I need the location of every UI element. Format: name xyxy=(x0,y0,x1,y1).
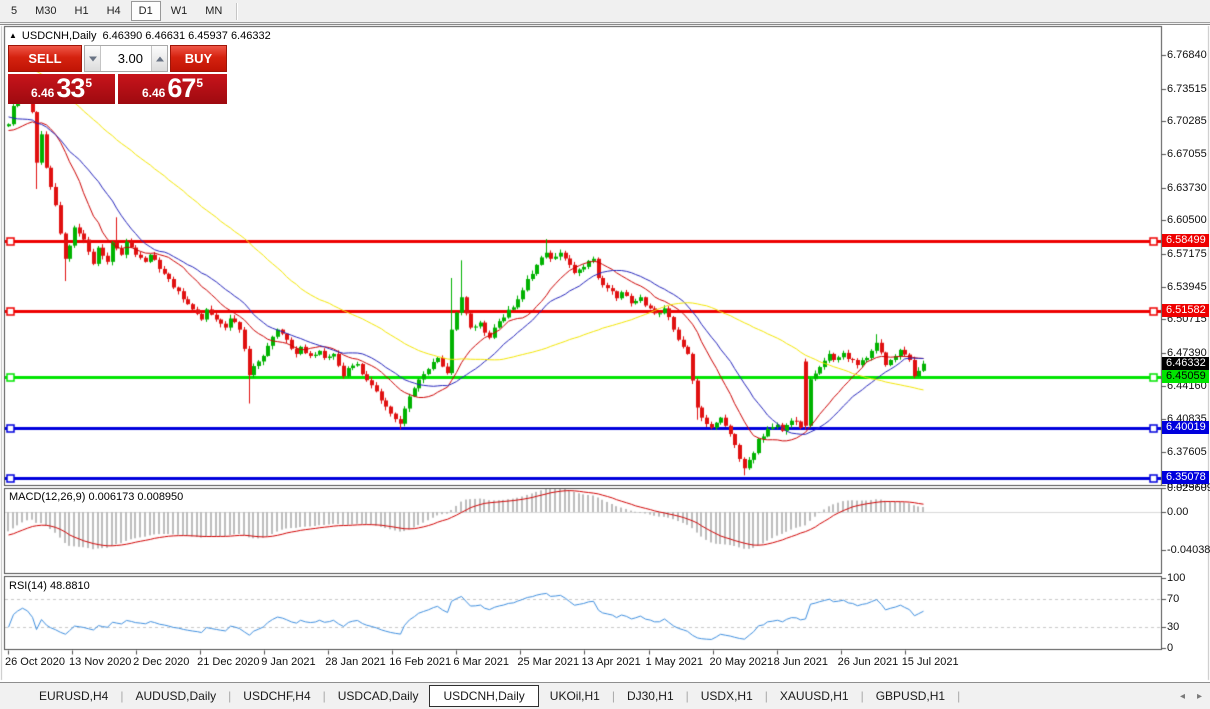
date-axis-label: 6 Mar 2021 xyxy=(453,656,509,668)
tab-scroll-left-icon[interactable]: ◂ xyxy=(1179,691,1185,702)
buy-price-big-digits: 67 xyxy=(167,73,196,103)
chart-tab-gbpusd-h1[interactable]: GBPUSD,H1 xyxy=(875,689,946,703)
volume-decrease-button[interactable] xyxy=(85,46,101,71)
sell-price-big-digits: 33 xyxy=(56,73,85,103)
date-axis-label: 13 Apr 2021 xyxy=(581,656,641,668)
timeframe-button-d1[interactable]: D1 xyxy=(130,1,161,21)
timeframe-button-5[interactable]: 5 xyxy=(3,1,25,21)
tab-separator: | xyxy=(764,689,768,703)
date-axis-label: 26 Jun 2021 xyxy=(837,656,899,668)
down-arrow-icon xyxy=(88,56,97,61)
chart-title: ▲ USDCNH,Daily 6.46390 6.46631 6.45937 6.4… xyxy=(9,30,271,42)
macd-axis-tick: -0.040386 xyxy=(1167,544,1210,557)
tab-separator: | xyxy=(322,689,326,703)
trade-buttons-row: SELL BUY xyxy=(8,45,227,72)
date-axis-label: 9 Jan 2021 xyxy=(261,656,316,668)
timeframe-button-h1[interactable]: H1 xyxy=(67,1,97,21)
price-axis-tick: 6.67055 xyxy=(1167,148,1207,160)
price-level-label[interactable]: 6.40019 xyxy=(1162,421,1209,435)
date-axis-label: 20 May 2021 xyxy=(709,656,774,668)
chart-tab-usdcad-daily[interactable]: USDCAD,Daily xyxy=(337,689,419,703)
sell-price-pipette: 5 xyxy=(85,76,93,90)
timeframe-button-m30[interactable]: M30 xyxy=(27,1,64,21)
current-price-label: 6.46332 xyxy=(1162,357,1209,371)
buy-price-prefix: 6.46 xyxy=(141,86,166,100)
date-axis-label: 16 Feb 2021 xyxy=(389,656,452,668)
tab-scroll-arrows: ◂ ▸ xyxy=(1180,683,1202,709)
chart-symbol-period: USDCNH,Daily xyxy=(21,30,97,42)
collapse-arrow-icon[interactable]: ▲ xyxy=(9,31,17,40)
timeframe-button-h4[interactable]: H4 xyxy=(99,1,129,21)
sell-price-prefix: 6.46 xyxy=(30,86,55,100)
buy-price-quote[interactable]: 6.46 67 5 xyxy=(118,74,227,104)
macd-axis-tick: 0.00 xyxy=(1167,506,1189,518)
macd-axis-tick: 0.025609 xyxy=(1167,481,1210,494)
volume-spinner xyxy=(84,45,168,72)
date-axis-label: 21 Dec 2020 xyxy=(197,656,260,668)
price-axis-tick: 6.53945 xyxy=(1167,280,1207,293)
volume-increase-button[interactable] xyxy=(151,46,167,71)
rsi-axis-tick: 30 xyxy=(1167,621,1180,633)
macd-indicator-label: MACD(12,26,9) 0.006173 0.008950 xyxy=(9,491,184,503)
chart-tab-usdx-h1[interactable]: USDX,H1 xyxy=(700,689,753,703)
price-level-label[interactable]: 6.58499 xyxy=(1162,234,1209,248)
tab-separator: | xyxy=(611,689,615,703)
date-axis-label: 25 Mar 2021 xyxy=(517,656,580,668)
chart-tab-audusd-daily[interactable]: AUDUSD,Daily xyxy=(135,689,217,703)
price-level-label[interactable]: 6.35078 xyxy=(1162,471,1209,485)
chart-tab-bar: EURUSD,H4 | AUDUSD,Daily | USDCHF,H4 | USDCAD,… xyxy=(0,682,1210,709)
date-axis-label: 1 May 2021 xyxy=(645,656,703,668)
tab-separator: | xyxy=(685,689,689,703)
price-axis-tick: 6.76840 xyxy=(1167,49,1207,61)
rsi-axis-tick: 0 xyxy=(1167,642,1174,654)
date-axis-label: 15 Jul 2021 xyxy=(901,656,959,668)
rsi-axis-tick: 100 xyxy=(1167,572,1186,584)
tab-separator: | xyxy=(860,689,864,703)
volume-input[interactable] xyxy=(101,46,151,71)
tab-separator: | xyxy=(120,689,124,703)
buy-button[interactable]: BUY xyxy=(170,45,227,72)
chart-tab-dj30-h1[interactable]: DJ30,H1 xyxy=(626,689,674,703)
chart-canvas[interactable] xyxy=(0,24,1210,682)
rsi-indicator-label: RSI(14) 48.8810 xyxy=(9,580,90,592)
chart-tab-usdchf-h4[interactable]: USDCHF,H4 xyxy=(243,689,311,703)
date-axis-label: 26 Oct 2020 xyxy=(5,656,65,668)
trade-quotes-row: 6.46 33 5 6.46 67 5 xyxy=(8,74,227,104)
price-axis-tick: 6.37605 xyxy=(1167,446,1207,459)
toolbar-separator xyxy=(236,2,239,20)
price-level-label[interactable]: 6.51582 xyxy=(1162,304,1209,318)
price-axis-tick: 6.70285 xyxy=(1167,115,1207,128)
date-axis-label: 13 Nov 2020 xyxy=(69,656,132,668)
price-axis-tick: 6.63730 xyxy=(1167,181,1207,194)
price-axis-tick: 6.73515 xyxy=(1167,82,1207,95)
chart-tab-xauusd-h1[interactable]: XAUUSD,H1 xyxy=(779,689,849,703)
buy-price-pipette: 5 xyxy=(196,76,204,90)
sell-price-quote[interactable]: 6.46 33 5 xyxy=(8,74,115,104)
date-axis-label: 28 Jan 2021 xyxy=(325,656,386,668)
up-arrow-icon xyxy=(155,56,164,61)
tab-separator: | xyxy=(957,689,961,703)
price-axis-tick: 6.60500 xyxy=(1167,214,1207,227)
chart-tab-ukoil-h1[interactable]: UKOil,H1 xyxy=(549,689,600,703)
chart-tab-usdcnh-daily[interactable]: USDCNH,Daily xyxy=(429,685,539,707)
tab-separator: | xyxy=(228,689,232,703)
price-axis-tick: 6.47390 xyxy=(1167,347,1207,359)
timeframe-button-w1[interactable]: W1 xyxy=(163,1,196,21)
sell-button[interactable]: SELL xyxy=(8,45,82,72)
tab-scroll-right-icon[interactable]: ▸ xyxy=(1196,691,1202,702)
chart-ohlc-values: 6.46390 6.46631 6.45937 6.46332 xyxy=(102,30,271,42)
date-axis-label: 8 Jun 2021 xyxy=(773,656,829,668)
rsi-axis-tick: 70 xyxy=(1167,593,1180,605)
date-axis-label: 2 Dec 2020 xyxy=(133,656,190,668)
price-level-label[interactable]: 6.45059 xyxy=(1162,370,1209,384)
timeframe-toolbar: 5 M30 H1 H4 D1 W1 MN xyxy=(0,0,1210,23)
timeframe-button-mn[interactable]: MN xyxy=(197,1,230,21)
chart-tab-eurusd-h4[interactable]: EURUSD,H4 xyxy=(39,689,109,703)
price-axis-tick: 6.57175 xyxy=(1167,247,1207,260)
